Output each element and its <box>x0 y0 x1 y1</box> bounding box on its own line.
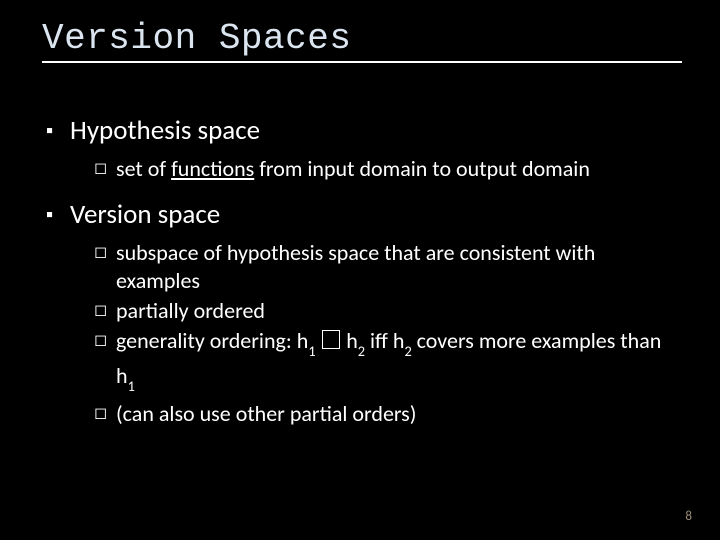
hollow-square-icon: ◻ <box>94 400 116 428</box>
hollow-square-icon: ◻ <box>94 155 116 183</box>
hollow-square-icon: ◻ <box>94 297 116 325</box>
l2-text: partially ordered <box>116 297 265 325</box>
slide: Version Spaces ▪ Hypothesis space ◻ set … <box>0 0 720 540</box>
hollow-square-icon: ◻ <box>94 239 116 267</box>
subscript: 1 <box>308 342 315 360</box>
square-bullet-icon: ▪ <box>46 115 70 147</box>
l2-group: ◻ subspace of hypothesis space that are … <box>46 239 678 428</box>
text: iff h <box>365 327 404 354</box>
underlined-text: functions <box>171 155 254 182</box>
page-number: 8 <box>685 509 692 524</box>
bullet-l1: ▪ Version space <box>46 199 678 231</box>
text-pre: set of <box>116 155 171 182</box>
hollow-square-icon: ◻ <box>94 327 116 355</box>
slide-title: Version Spaces <box>42 18 678 59</box>
l1-text: Hypothesis space <box>70 115 260 147</box>
text <box>316 327 321 354</box>
bullet-l2: ◻ partially ordered <box>94 297 678 325</box>
text: generality ordering: h <box>116 327 308 354</box>
bullet-l2: ◻ set of functions from input domain to … <box>94 155 678 183</box>
relation-symbol-icon <box>322 330 341 349</box>
subscript: 2 <box>358 342 365 360</box>
text-post: from input domain to output domain <box>254 155 590 182</box>
l2-text: generality ordering: h1 h2 iff h2 covers… <box>116 327 678 398</box>
bullet-l2: ◻ subspace of hypothesis space that are … <box>94 239 678 295</box>
l2-group: ◻ set of functions from input domain to … <box>46 155 678 183</box>
l2-text: set of functions from input domain to ou… <box>116 155 590 183</box>
bullet-l2: ◻ generality ordering: h1 h2 iff h2 cove… <box>94 327 678 398</box>
square-bullet-icon: ▪ <box>46 199 70 231</box>
slide-content: ▪ Hypothesis space ◻ set of functions fr… <box>42 115 678 428</box>
l2-text: (can also use other partial orders) <box>116 400 416 428</box>
subscript: 1 <box>128 377 135 395</box>
title-underline <box>42 61 682 63</box>
text: h <box>341 327 358 354</box>
l1-text: Version space <box>70 199 220 231</box>
subscript: 2 <box>404 342 411 360</box>
bullet-l2: ◻ (can also use other partial orders) <box>94 400 678 428</box>
l2-text: subspace of hypothesis space that are co… <box>116 239 678 295</box>
bullet-l1: ▪ Hypothesis space <box>46 115 678 147</box>
